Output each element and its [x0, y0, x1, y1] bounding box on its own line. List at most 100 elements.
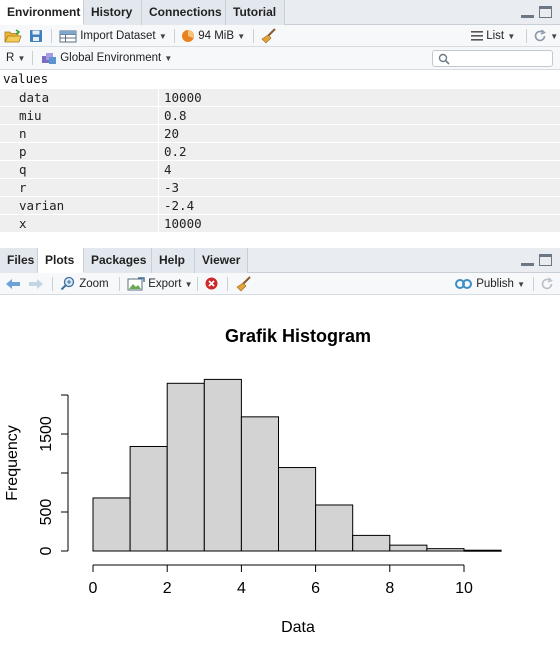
clear-all-plots-broom-icon[interactable] — [236, 273, 252, 295]
toolbar-divider — [52, 277, 53, 291]
zoom-label: Zoom — [79, 278, 108, 290]
zoom-button[interactable]: Zoom — [60, 273, 109, 295]
publish-label: Publish — [476, 278, 514, 290]
save-icon[interactable] — [29, 25, 43, 47]
env-scope-bar: R ▼ Global Environment ▼ — [0, 47, 560, 70]
column-divider — [158, 125, 159, 143]
toolbar-divider — [253, 29, 254, 43]
tab-history[interactable]: History — [84, 0, 142, 25]
tab-environment[interactable]: Environment — [0, 0, 84, 25]
variable-value: 4 — [164, 161, 172, 179]
variable-row[interactable]: n 20 — [0, 125, 560, 143]
env-tabbar: Environment History Connections Tutorial — [0, 0, 560, 25]
toolbar-divider — [51, 29, 52, 43]
variable-value: -3 — [164, 179, 179, 197]
variable-row[interactable]: varian -2.4 — [0, 197, 560, 215]
environment-scope-select[interactable]: Global Environment ▼ — [41, 47, 172, 69]
chevron-down-icon: ▼ — [507, 32, 515, 41]
tab-plots[interactable]: Plots — [38, 248, 84, 273]
refresh-plot-icon[interactable] — [540, 273, 554, 295]
tab-files[interactable]: Files — [0, 248, 38, 273]
column-divider — [158, 215, 159, 233]
x-tick-label: 10 — [455, 580, 473, 597]
y-tick-label: 0 — [38, 546, 55, 555]
remove-plot-icon[interactable] — [205, 273, 218, 295]
refresh-button[interactable]: ▼ — [533, 25, 558, 47]
histogram-bar — [204, 379, 241, 551]
publish-button[interactable]: Publish ▼ — [455, 273, 525, 295]
next-plot-arrow-icon[interactable] — [28, 273, 44, 295]
memory-usage-label: 94 MiB — [198, 30, 234, 42]
minimize-pane-icon[interactable] — [521, 6, 534, 18]
variable-value: 10000 — [164, 89, 202, 107]
column-divider — [158, 107, 159, 125]
x-tick-label: 6 — [311, 580, 320, 597]
variable-row[interactable]: x 10000 — [0, 215, 560, 233]
histogram-bar — [279, 468, 316, 551]
zoom-magnifier-icon — [60, 276, 76, 291]
refresh-icon — [533, 29, 547, 43]
import-dataset-label: Import Dataset — [80, 30, 155, 42]
tab-packages[interactable]: Packages — [84, 248, 152, 273]
column-divider — [158, 197, 159, 215]
view-mode-button[interactable]: List ▼ — [471, 25, 515, 47]
x-tick-label: 8 — [385, 580, 394, 597]
view-mode-label: List — [486, 30, 504, 42]
column-divider — [158, 143, 159, 161]
variable-row[interactable]: data 10000 — [0, 89, 560, 107]
toolbar-divider — [227, 277, 228, 291]
variable-name: p — [19, 143, 27, 161]
chevron-down-icon: ▼ — [18, 54, 26, 63]
export-image-icon — [127, 277, 145, 291]
variable-name: varian — [19, 197, 64, 215]
variable-row[interactable]: p 0.2 — [0, 143, 560, 161]
variable-name: q — [19, 161, 27, 179]
open-folder-icon[interactable] — [4, 25, 22, 47]
chevron-down-icon: ▼ — [237, 32, 245, 41]
search-icon — [438, 53, 450, 65]
variable-name: miu — [19, 107, 42, 125]
environment-scope-label: Global Environment — [60, 52, 161, 64]
variable-row[interactable]: r -3 — [0, 179, 560, 197]
y-axis-label: Frequency — [4, 425, 21, 501]
toolbar-divider — [197, 277, 198, 291]
toolbar-divider — [526, 29, 527, 43]
maximize-pane-icon[interactable] — [539, 6, 552, 18]
histogram-chart: Grafik Histogram Data Frequency 0 2 4 6 8 10 … — [0, 295, 560, 659]
publish-icon — [455, 278, 473, 290]
import-dataset-button[interactable]: Import Dataset ▼ — [59, 25, 167, 47]
list-view-icon — [471, 31, 483, 41]
plots-toolbar: Zoom Export ▼ Publish ▼ — [0, 273, 560, 295]
x-axis: 0 2 4 6 8 10 — [89, 565, 473, 597]
histogram-bar — [93, 498, 130, 551]
previous-plot-arrow-icon[interactable] — [5, 273, 21, 295]
variable-name: data — [19, 89, 49, 107]
environment-search-input[interactable] — [432, 50, 553, 67]
tab-help[interactable]: Help — [152, 248, 195, 273]
tab-connections[interactable]: Connections — [142, 0, 226, 25]
table-icon — [59, 29, 77, 43]
column-divider — [158, 89, 159, 107]
histogram-bar — [390, 545, 427, 551]
language-select[interactable]: R ▼ — [6, 47, 25, 69]
variable-value: 10000 — [164, 215, 202, 233]
maximize-pane-icon[interactable] — [539, 254, 552, 266]
minimize-pane-icon[interactable] — [521, 254, 534, 266]
histogram-bar — [353, 535, 390, 551]
histogram-bar — [241, 417, 278, 551]
export-button[interactable]: Export ▼ — [127, 273, 193, 295]
variable-row[interactable]: miu 0.8 — [0, 107, 560, 125]
toolbar-divider — [32, 51, 33, 65]
toolbar-divider — [533, 277, 534, 291]
memory-usage-button[interactable]: 94 MiB ▼ — [181, 25, 245, 47]
plots-tabbar: Files Plots Packages Help Viewer — [0, 248, 560, 273]
toolbar-divider — [119, 277, 120, 291]
clear-workspace-broom-icon[interactable] — [261, 25, 277, 47]
chart-title: Grafik Histogram — [225, 326, 371, 346]
language-label: R — [6, 52, 14, 64]
tab-tutorial[interactable]: Tutorial — [226, 0, 285, 25]
tab-viewer[interactable]: Viewer — [195, 248, 248, 273]
histogram-bar — [130, 446, 167, 551]
